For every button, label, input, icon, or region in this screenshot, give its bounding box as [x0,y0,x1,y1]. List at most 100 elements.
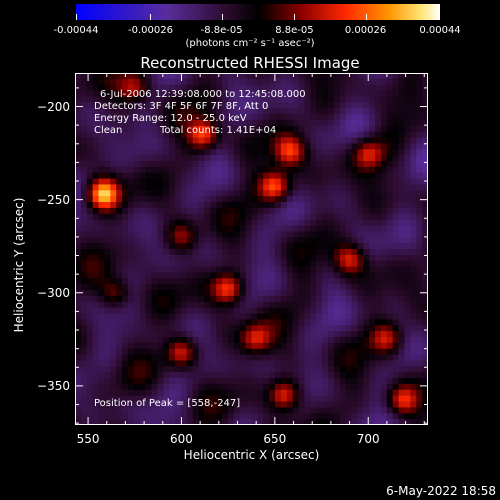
heatmap-cell [145,272,153,279]
heatmap-cell [357,378,364,385]
heatmap-cell [327,243,335,250]
heatmap-cell [175,313,182,320]
heatmap-cell [380,372,388,379]
heatmap-cell [310,266,317,274]
heatmap-cell [104,143,111,150]
heatmap-cell [139,407,147,414]
heatmap-cell [163,84,170,92]
heatmap-cell [345,225,353,232]
heatmap-cell [157,196,164,203]
heatmap-cell [369,90,376,98]
heatmap-cell [104,295,111,303]
heatmap-cell [339,319,347,326]
heatmap-cell [186,290,194,297]
heatmap-cell [80,413,88,420]
heatmap-cell [375,114,382,121]
heatmap-cell [375,231,382,238]
heatmap-cell [110,284,117,291]
heatmap-cell [86,73,94,80]
heatmap-cell [210,143,217,150]
x-tick-label: 700 [356,432,380,446]
heatmap-cell [286,102,294,109]
heatmap-cell [351,84,358,92]
heatmap-cell [263,378,270,385]
heatmap-cell [398,313,406,320]
colorbar-tick-label: -8.8e-05 [200,25,243,36]
heatmap-cell [139,196,147,203]
heatmap-cell [327,383,335,391]
heatmap-cell [263,231,270,238]
heatmap-cell [339,354,347,362]
heatmap-cell [80,225,88,232]
heatmap-cell [351,295,358,303]
heatmap-cell [380,342,388,350]
heatmap-cell [345,307,353,315]
heatmap-cell [398,337,406,344]
heatmap-cell [327,378,335,385]
heatmap-cell [163,172,170,180]
heatmap-cell [133,231,141,238]
heatmap-cell [127,419,135,425]
heatmap-cell [327,278,335,285]
heatmap-cell [269,278,276,285]
heatmap-cell [75,284,82,291]
heatmap-cell [386,354,394,362]
heatmap-cell [345,337,353,344]
heatmap-cell [322,272,329,279]
heatmap-cell [386,172,394,180]
heatmap-cell [245,190,253,197]
heatmap-cell [104,342,111,350]
heatmap-cell [198,366,206,373]
heatmap-cell [416,108,423,115]
heatmap-cell [110,78,117,86]
heatmap-cell [280,366,288,373]
heatmap-cell [339,131,347,139]
heatmap-cell [280,213,288,221]
heatmap-cell [80,90,88,98]
heatmap-cell [110,237,117,244]
heatmap-cell [269,395,276,403]
heatmap-cell [204,284,211,291]
heatmap-cell [180,278,188,285]
heatmap-cell [286,413,294,420]
heatmap-cell [257,184,264,191]
heatmap-cell [386,278,394,285]
heatmap-cell [233,219,241,227]
heatmap-cell [145,207,153,215]
heatmap-cell [416,389,423,397]
heatmap-cell [169,360,176,367]
heatmap-cell [116,119,123,127]
heatmap-cell [363,260,370,268]
heatmap-cell [357,155,364,162]
heatmap-cell [245,178,253,186]
heatmap-cell [369,389,376,397]
heatmap-cell [204,90,211,98]
heatmap-cell [204,325,211,332]
heatmap-cell [280,284,288,291]
heatmap-cell [280,319,288,326]
heatmap-cell [145,131,153,139]
heatmap-cell [139,278,147,285]
heatmap-cell [233,319,241,326]
heatmap-cell [222,131,229,139]
heatmap-cell [116,249,123,256]
heatmap-cell [116,96,123,103]
heatmap-cell [416,78,423,86]
heatmap-cell [169,90,176,98]
heatmap-cell [363,290,370,297]
heatmap-cell [304,143,311,150]
heatmap-cell [98,413,106,420]
heatmap-cell [198,348,206,356]
heatmap-cell [239,383,247,391]
heatmap-cell [204,84,211,92]
heatmap-cell [127,354,135,362]
heatmap-cell [245,219,253,227]
heatmap-cell [222,307,229,315]
heatmap-cell [245,166,253,174]
heatmap-cell [357,301,364,309]
heatmap-cell [222,196,229,203]
heatmap-cell [86,161,94,168]
heatmap-cell [292,149,300,156]
heatmap-cell [351,219,358,227]
heatmap-cell [422,366,428,373]
